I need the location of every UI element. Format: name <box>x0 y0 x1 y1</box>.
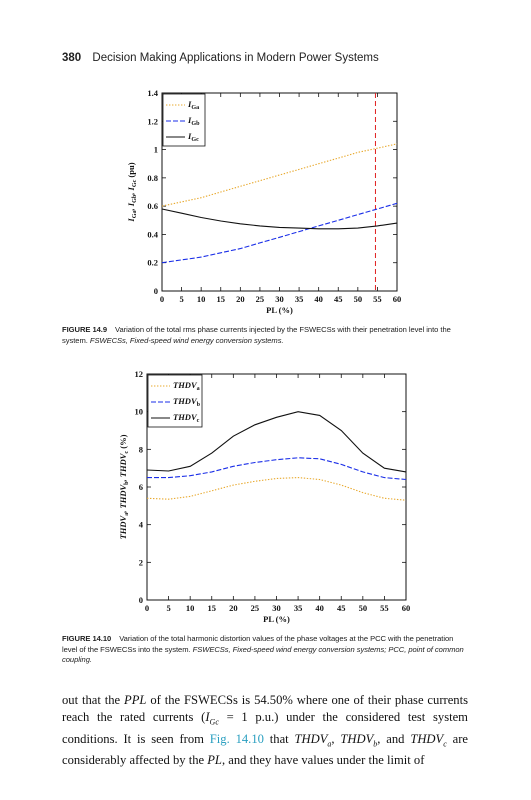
x-tick-label: 20 <box>229 603 238 613</box>
x-tick-label: 10 <box>197 294 206 304</box>
legend-box <box>147 374 203 428</box>
series-line-ga <box>161 143 398 207</box>
y-tick-label: 0.6 <box>147 201 158 211</box>
x-tick-label: 30 <box>272 603 281 613</box>
text-run: b <box>373 739 378 749</box>
caption-text: Variation of the total harmonic distorti… <box>62 634 454 654</box>
text-run: THDV <box>410 731 444 746</box>
text-run: c <box>443 739 447 749</box>
x-tick-label: 5 <box>179 294 183 304</box>
legend-entry: THDVa <box>173 380 200 392</box>
page-header: 380 Decision Making Applications in Mode… <box>62 52 379 64</box>
text-run: = 1 p.u.) under the considered test syst… <box>62 710 468 746</box>
text-run: of the FSWECSs is 54.50% where one of th… <box>62 693 468 724</box>
figure-14-10-chart: 0 5 10 15 20 25 30 35 40 45 50 55 60 0 2 4 6 8 10 12 PL (%) T… <box>118 369 411 624</box>
x-tick-label: 45 <box>334 294 343 304</box>
text-run: PL <box>207 753 222 768</box>
x-tick-label: 50 <box>359 603 368 613</box>
x-tick-label: 10 <box>186 603 195 613</box>
figure-14-10-caption: FIGURE 14.10 Variation of the total harmo… <box>62 634 468 666</box>
x-axis-label: PL (%) <box>263 614 290 624</box>
x-axis-label: PL (%) <box>266 305 293 315</box>
x-tick-label: 45 <box>337 603 346 613</box>
caption-abbrev: FSWECSs, Fixed-speed wind energy convers… <box>89 335 284 345</box>
caption-abbrev: FSWECSs, Fixed-speed wind energy convers… <box>62 644 464 665</box>
y-tick-label: 0 <box>139 595 143 605</box>
x-tick-label: 50 <box>354 294 363 304</box>
x-tick-label: 5 <box>166 603 170 613</box>
caption-text: Variation of the total rms phase current… <box>62 325 451 345</box>
series-line-c <box>146 411 407 473</box>
caption-label: FIGURE 14.10 <box>62 634 112 643</box>
x-tick-label: 55 <box>373 294 382 304</box>
x-tick-label: 60 <box>402 603 411 613</box>
legend-entry: THDVc <box>173 412 200 424</box>
text-run: a <box>327 739 332 749</box>
x-tick-label: 15 <box>208 603 217 613</box>
text-run: THDV <box>340 731 374 746</box>
text-run: , and <box>377 731 411 746</box>
y-tick-label: 2 <box>139 557 143 567</box>
legend-entry: THDVb <box>173 396 201 408</box>
figure-14-9-chart: 0 5 10 15 20 25 30 35 40 45 50 55 60 0 0.2 0.4 0.6 0.8 1 1.… <box>126 88 402 315</box>
figure-link[interactable]: Fig. 14.10 <box>209 731 264 746</box>
body-paragraph: out that the PPL of the FSWECSs is 54.50… <box>62 692 468 769</box>
y-tick-label: 0.2 <box>147 258 158 268</box>
x-tick-label: 25 <box>251 603 260 613</box>
series-line-b <box>147 457 407 481</box>
x-tick-label: 60 <box>393 294 402 304</box>
x-tick-label: 20 <box>236 294 245 304</box>
x-tick-label: 15 <box>217 294 226 304</box>
legend-entry: IGa <box>187 99 199 111</box>
y-tick-label: 4 <box>139 520 144 530</box>
y-tick-label: 8 <box>139 444 143 454</box>
series-line-a <box>146 477 407 501</box>
y-tick-label: 1.4 <box>147 88 158 98</box>
y-tick-label: 0.8 <box>147 173 158 183</box>
caption-label: FIGURE 14.9 <box>62 325 108 334</box>
y-tick-label: 6 <box>139 482 143 492</box>
text-run: are considerably affected by the <box>62 731 468 768</box>
x-tick-label: 40 <box>315 603 324 613</box>
x-tick-label: 35 <box>295 294 304 304</box>
text-run: , and they have values under the limit o… <box>221 753 425 768</box>
x-tick-label: 40 <box>314 294 323 304</box>
book-title: Decision Making Applications in Modern P… <box>92 52 379 64</box>
text-run: THDV <box>294 731 328 746</box>
text-run: that <box>263 731 295 746</box>
y-axis-label: THDVa, THDVb, THDVc (%) <box>118 434 130 539</box>
y-tick-label: 0.4 <box>147 229 158 239</box>
x-tick-label: 25 <box>256 294 265 304</box>
text-run: out that the <box>62 693 125 707</box>
x-tick-label: 0 <box>145 603 149 613</box>
text-run: PPL <box>124 693 147 707</box>
text-run: , <box>331 731 341 746</box>
y-tick-label: 12 <box>135 369 144 379</box>
legend-entry: IGc <box>187 131 199 143</box>
series-line-gb <box>161 202 398 264</box>
text-run: I <box>205 710 210 724</box>
y-tick-label: 1.2 <box>147 116 158 126</box>
x-tick-label: 55 <box>380 603 389 613</box>
y-tick-label: 10 <box>135 407 144 417</box>
figure-14-9-caption: FIGURE 14.9 Variation of the total rms ph… <box>62 325 468 346</box>
series-line-gc <box>161 208 398 230</box>
legend-entry: IGb <box>187 115 200 127</box>
x-tick-label: 35 <box>294 603 303 613</box>
y-axis-label: IGa, IGb, IGc (pu) <box>126 162 138 222</box>
page-number: 380 <box>62 52 82 64</box>
x-tick-label: 30 <box>275 294 284 304</box>
y-tick-label: 1 <box>154 145 158 155</box>
y-tick-label: 0 <box>154 286 158 296</box>
text-run: Gc <box>209 717 219 727</box>
x-tick-label: 0 <box>160 294 164 304</box>
